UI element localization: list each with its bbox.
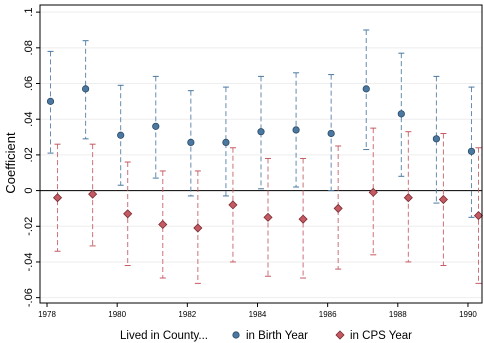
point-marker-diamond [88, 189, 98, 199]
point-marker-circle [467, 147, 476, 155]
point-marker-diamond [52, 193, 63, 203]
legend: Lived in County... in Birth Year in CPS Y… [120, 330, 412, 342]
point-marker-diamond [228, 200, 238, 210]
grid-lines [40, 11, 482, 299]
x-tick-label: 1982 [178, 310, 196, 319]
point-marker-circle [46, 97, 55, 105]
point-marker-circle [362, 85, 370, 93]
confidence-intervals [47, 29, 482, 284]
point-marker-diamond [368, 187, 378, 197]
y-tick-label: .1 [23, 8, 35, 17]
y-tick-label: .06 [23, 76, 35, 91]
y-tick-label: .08 [23, 40, 35, 55]
x-tick-label: 1988 [389, 310, 407, 319]
legend-label: in Birth Year [246, 330, 308, 342]
point-marker-diamond [193, 223, 203, 233]
legend-entries: in Birth Year in CPS Year [232, 330, 412, 342]
point-marker-diamond [473, 210, 484, 221]
x-tick-label: 1978 [38, 310, 56, 319]
plot-frame [39, 4, 483, 304]
x-tick-label: 1990 [459, 310, 477, 319]
point-marker-diamond [123, 209, 133, 219]
point-markers [46, 85, 484, 233]
x-tick-label: 1984 [249, 310, 267, 319]
y-tick-label: 0 [23, 188, 35, 194]
point-marker-circle [397, 110, 405, 118]
point-marker-circle [117, 131, 125, 139]
y-tick-label: -.06 [23, 288, 35, 307]
point-marker-diamond [438, 194, 448, 205]
legend-title: Lived in County... [120, 330, 208, 342]
point-marker-circle [222, 138, 230, 147]
point-marker-circle [187, 138, 195, 147]
point-marker-circle [152, 122, 160, 130]
point-marker-circle [82, 85, 90, 93]
legend-marker-circle [232, 331, 240, 339]
point-marker-diamond [263, 212, 273, 222]
x-tick-label: 1980 [108, 310, 126, 319]
point-marker-circle [257, 128, 265, 136]
point-marker-circle [327, 129, 335, 138]
x-tick-label: 1986 [319, 310, 337, 319]
point-marker-diamond [158, 219, 168, 230]
legend-label: in CPS Year [350, 330, 412, 342]
axes: -.06 -.04 -.02 0 .02 .04 .06 .08 .1 1978 1980 1982 1… [23, 4, 483, 319]
y-tick-label: .02 [23, 147, 35, 162]
y-tick-label: -.04 [23, 252, 35, 271]
y-tick-label: -.02 [23, 217, 35, 236]
y-tick-label: .04 [23, 112, 35, 127]
point-marker-diamond [333, 203, 343, 213]
point-marker-circle [292, 126, 300, 134]
point-marker-diamond [298, 214, 308, 224]
legend-marker-diamond [335, 330, 345, 340]
y-axis-label: Coefficient [3, 132, 18, 194]
point-marker-circle [432, 135, 440, 143]
point-marker-diamond [403, 193, 413, 203]
